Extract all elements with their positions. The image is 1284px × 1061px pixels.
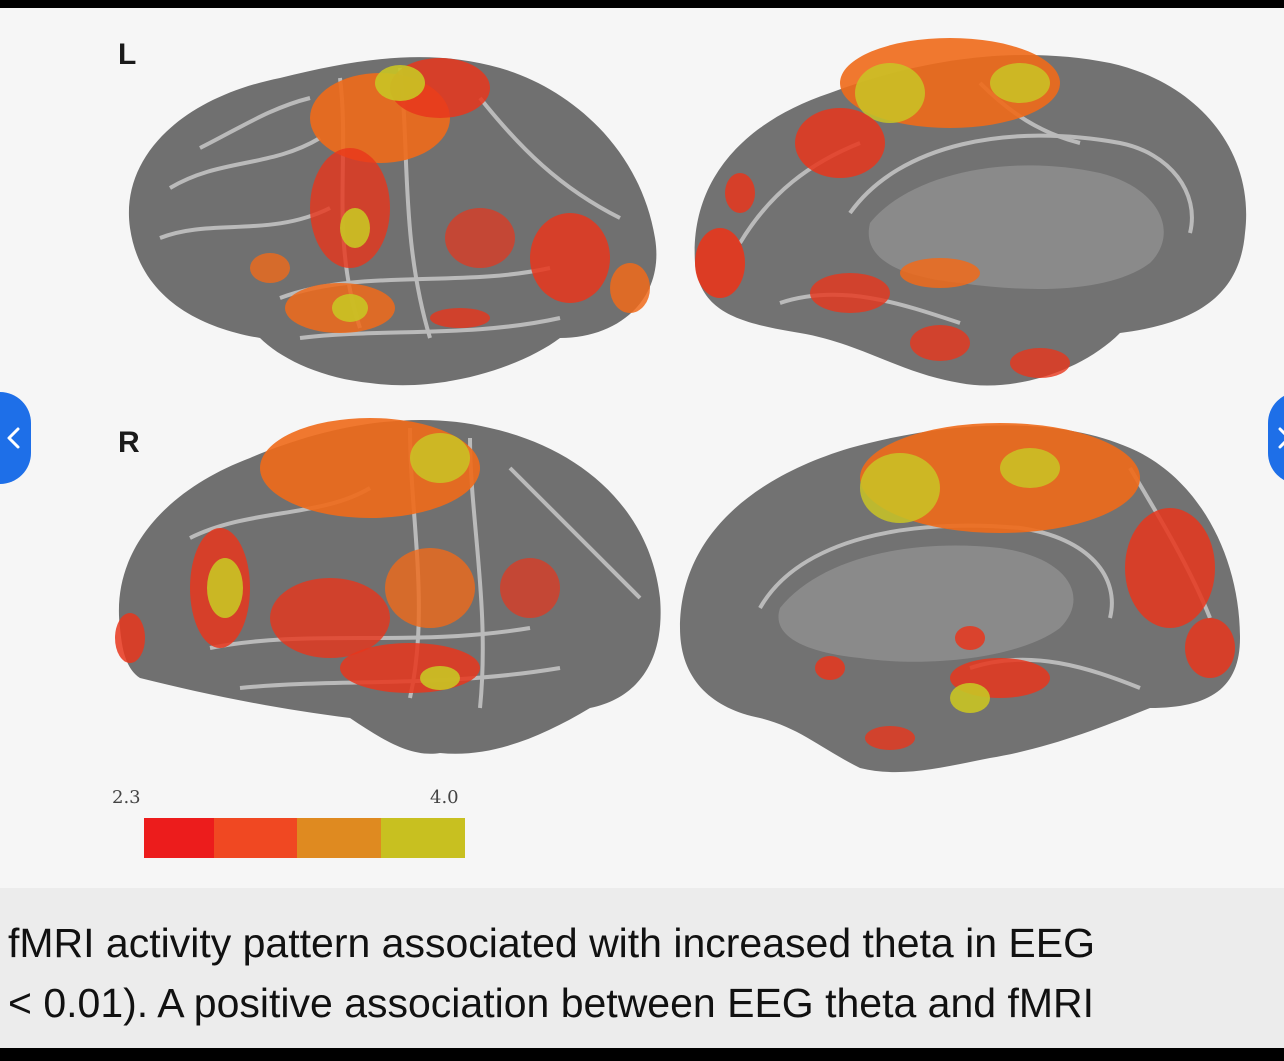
- next-button[interactable]: [1268, 392, 1284, 484]
- colorbar-segment-2: [214, 818, 297, 858]
- colorbar-segment-4: [381, 818, 465, 858]
- left-lateral-brain: [128, 57, 657, 386]
- left-medial-brain: [694, 38, 1247, 386]
- right-medial-brain: [680, 423, 1240, 773]
- colorbar-segment-1: [144, 818, 214, 858]
- chevron-left-icon: [7, 427, 20, 449]
- colorbar-min-label: 2.3: [112, 787, 141, 808]
- figure-caption: fMRI activity pattern associated with in…: [8, 913, 1284, 1033]
- image-viewer: L R: [0, 8, 1284, 1048]
- colorbar-max-label: 4.0: [430, 787, 459, 808]
- caption-line-2: < 0.01). A positive association between …: [8, 980, 1094, 1026]
- colorbar: [144, 818, 465, 858]
- caption-line-1: fMRI activity pattern associated with in…: [8, 920, 1096, 966]
- previous-button[interactable]: [0, 392, 31, 484]
- colorbar-segment-3: [297, 818, 381, 858]
- right-lateral-brain: [115, 418, 661, 754]
- chevron-right-icon: [1278, 427, 1284, 449]
- left-hemisphere-label: L: [118, 38, 137, 71]
- right-hemisphere-label: R: [118, 426, 140, 459]
- brain-figure: L R: [0, 8, 1284, 888]
